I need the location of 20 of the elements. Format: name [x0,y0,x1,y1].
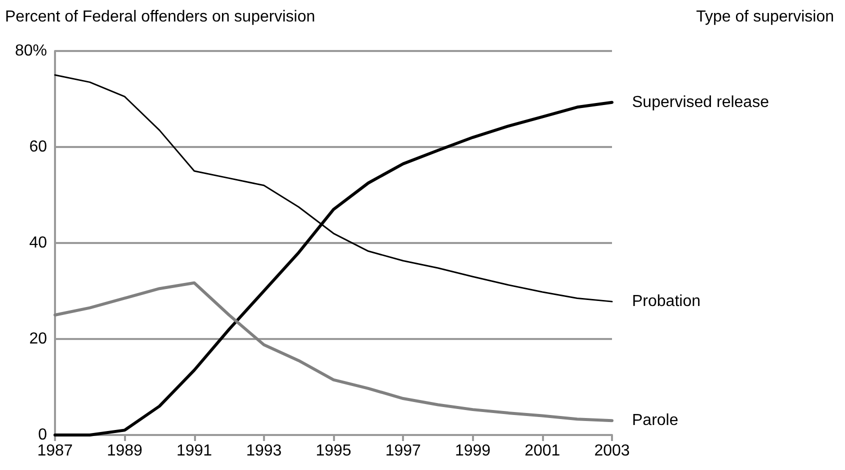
y-tick-label: 60 [29,138,48,156]
y-tick-label: 80% [14,42,47,60]
x-tick-label: 1995 [316,442,352,460]
line-series [54,281,614,422]
x-tick-label: 2001 [524,442,560,460]
y-tick-label: 40 [29,234,48,252]
x-tick-label: 1987 [37,442,73,460]
x-tick-label: 1999 [454,442,491,460]
x-tick-label: 1989 [106,442,143,460]
legend-title: Type of supervision [696,8,834,26]
x-tick-label: 1993 [246,442,282,460]
series-label: Supervised release [632,94,770,111]
y-tick-label: 0 [38,426,48,444]
series-label: Probation [632,293,700,310]
y-axis-title: Percent of Federal offenders on supervision [5,8,316,26]
x-tick-label: 1997 [385,442,422,460]
x-tick-label: 2003 [594,442,630,460]
series-label: Parole [632,412,678,430]
y-tick-label: 20 [29,330,48,348]
x-tick-label: 1991 [176,442,212,460]
